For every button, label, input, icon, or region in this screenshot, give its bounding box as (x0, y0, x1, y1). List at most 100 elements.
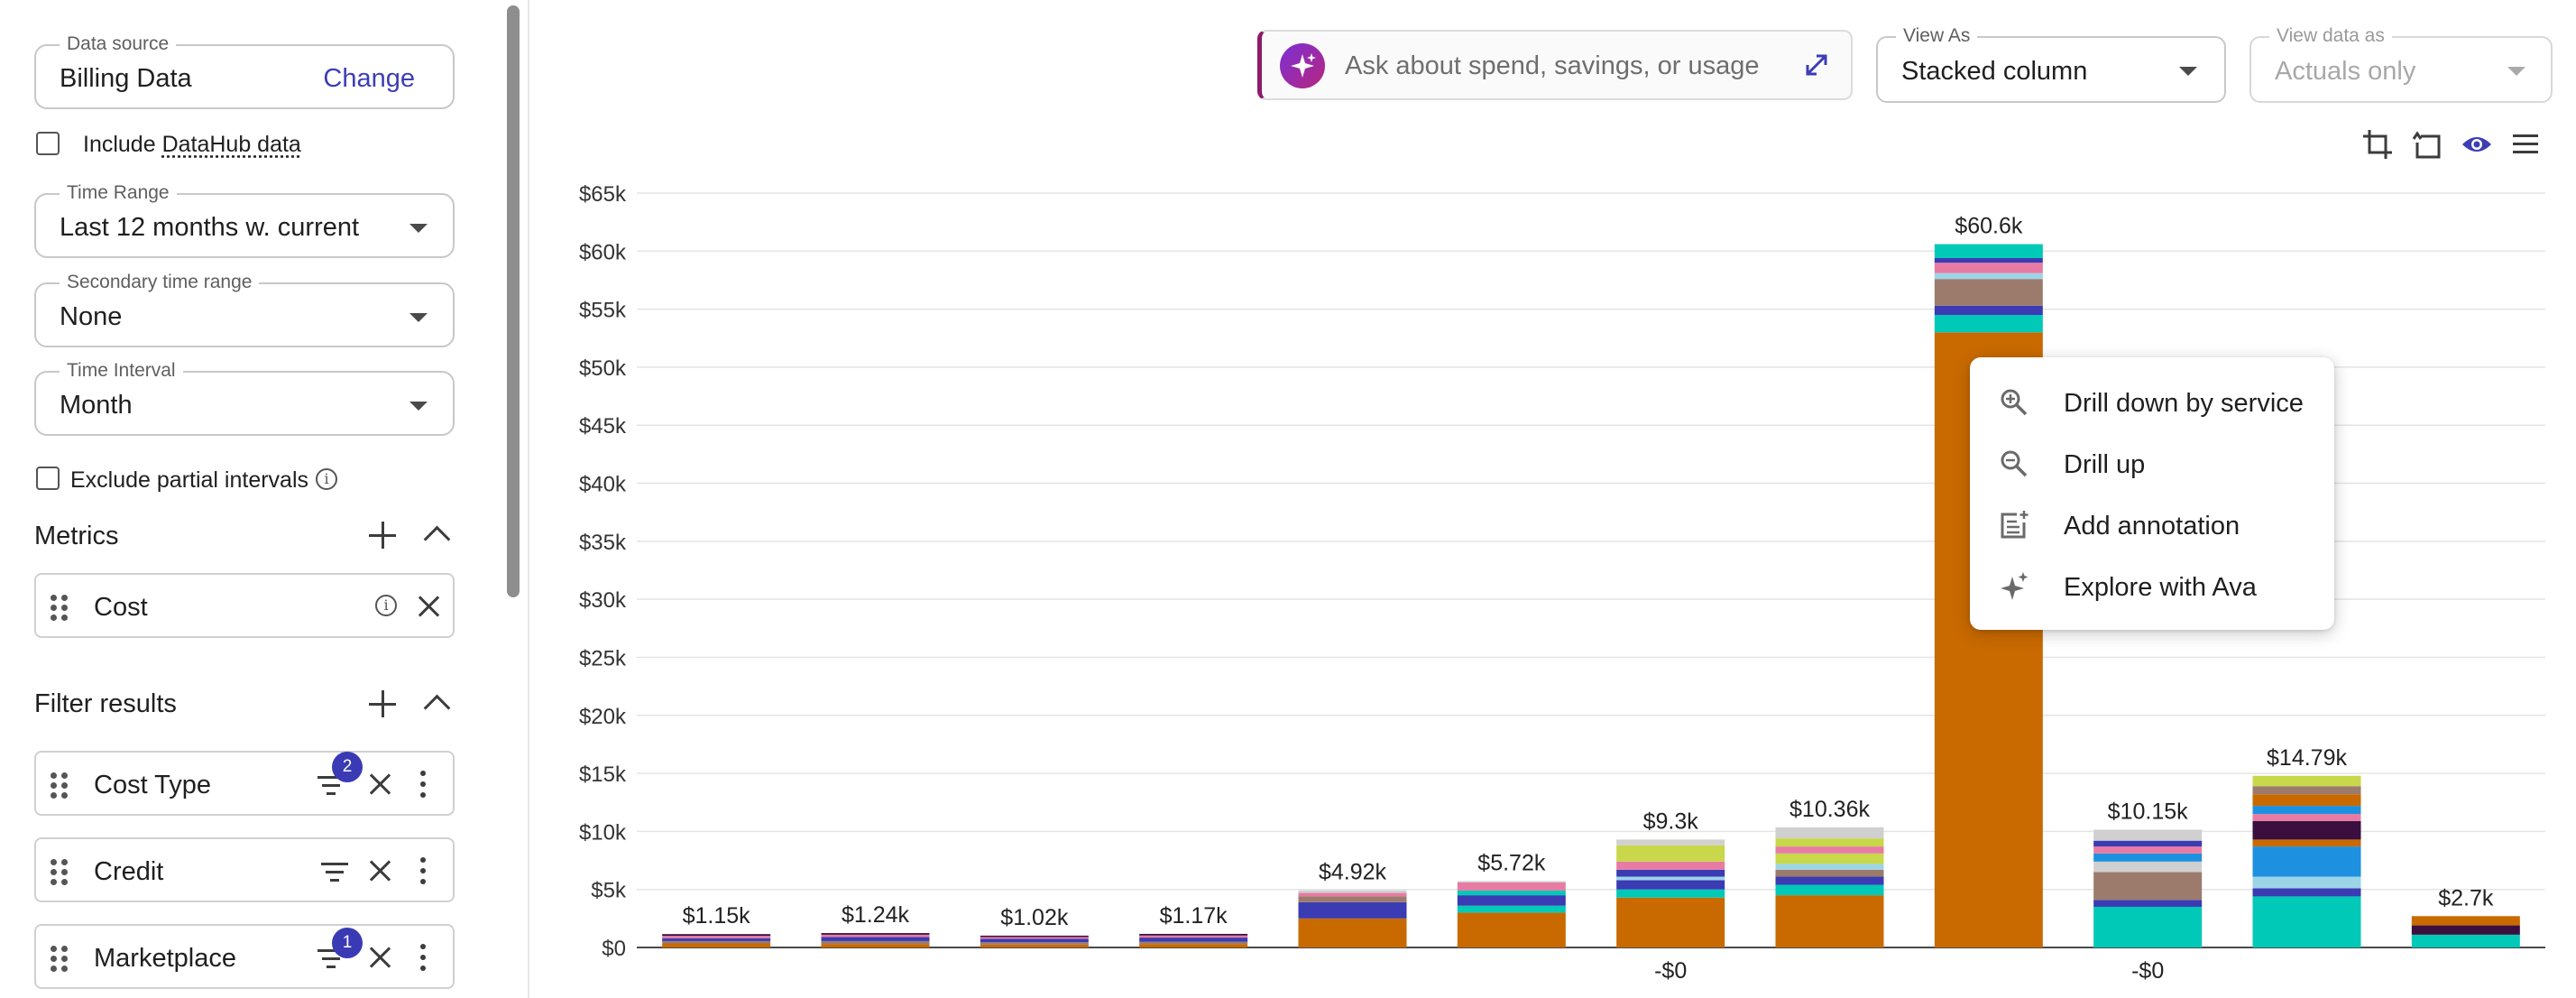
drag-handle-icon[interactable] (51, 595, 69, 622)
bar-segment (1775, 864, 1884, 870)
bar-segment (1298, 892, 1407, 897)
exclude-partial-label: Exclude partial intervals (70, 467, 309, 493)
secondary-time-range-select[interactable]: Secondary time range None (34, 272, 455, 347)
bar-segment (662, 940, 771, 944)
more-options-icon[interactable] (420, 857, 428, 884)
bar-segment (1934, 279, 2043, 306)
y-tick-label: $5k (591, 879, 627, 903)
bar-total-label: $60.6k (1955, 214, 2023, 239)
ava-search-input[interactable]: Ask about spend, savings, or usage (1257, 30, 1853, 100)
bar-segment (980, 942, 1089, 945)
y-tick-label: $20k (579, 705, 627, 729)
bar-segment (2093, 840, 2203, 847)
menu-icon[interactable] (2509, 128, 2542, 161)
menu-item-drill-up[interactable]: Drill up (1970, 432, 2334, 494)
drag-handle-icon[interactable] (51, 772, 69, 799)
include-datahub-checkbox[interactable] (36, 132, 60, 155)
metric-label: Cost (94, 593, 148, 622)
bar-segment (2093, 853, 2203, 862)
change-data-source-button[interactable]: Change (323, 64, 415, 93)
more-options-icon[interactable] (420, 944, 428, 971)
y-tick-label: $40k (579, 473, 627, 497)
chevron-up-icon[interactable] (423, 694, 451, 722)
menu-item-drill-down[interactable]: Drill down by service (1970, 371, 2334, 432)
menu-item-add-annotation[interactable]: Add annotation (1970, 494, 2334, 555)
bar-total-label: $1.15k (683, 903, 751, 929)
bar-segment (1457, 881, 1566, 882)
bar-segment (1616, 861, 1725, 870)
bar-segment (1298, 918, 1407, 947)
reset-zoom-icon[interactable] (2412, 128, 2444, 161)
remove-filter-icon[interactable] (368, 946, 391, 969)
bar-segment (1934, 305, 2043, 316)
bar-segment (2252, 786, 2361, 795)
sidebar: Data source Billing Data Change Include … (0, 0, 505, 998)
bar-segment (2093, 861, 2203, 873)
include-datahub-prefix: Include (83, 132, 162, 157)
bar-total-label: $14.79k (2267, 745, 2347, 771)
bar-segment (980, 935, 1089, 938)
y-tick-label: $35k (579, 531, 627, 555)
zoom-out-icon (1999, 448, 2029, 479)
metric-chip-cost[interactable]: Cost i (34, 573, 455, 638)
more-options-icon[interactable] (420, 771, 428, 798)
expand-icon[interactable] (1803, 51, 1830, 79)
bar-segment (1139, 935, 1248, 938)
bar-segment (1298, 901, 1407, 919)
info-icon[interactable]: i (316, 468, 337, 490)
time-range-value: Last 12 months w. current (60, 213, 360, 242)
bar-segment (1775, 869, 1884, 877)
bar-segment (1457, 895, 1566, 906)
chevron-down-icon (2507, 67, 2525, 76)
bar-segment (980, 938, 1089, 943)
bar-segment (1298, 896, 1407, 902)
remove-filter-icon[interactable] (368, 859, 391, 882)
time-range-select[interactable]: Time Range Last 12 months w. current (34, 182, 455, 258)
view-data-as-select[interactable]: View data as Actuals only (2249, 25, 2553, 103)
filter-icon[interactable] (317, 949, 345, 969)
bar-segment (821, 937, 930, 941)
remove-filter-icon[interactable] (368, 772, 391, 796)
ava-placeholder: Ask about spend, savings, or usage (1345, 51, 1760, 80)
data-source-label: Data source (60, 33, 177, 55)
filter-chip-marketplace[interactable]: Marketplace 1 (34, 924, 455, 989)
sidebar-scrollbar[interactable] (507, 5, 520, 597)
bar-total-label: $1.24k (842, 902, 910, 928)
negative-value-label: -$0 (2131, 958, 2164, 984)
drag-handle-icon[interactable] (51, 946, 69, 973)
context-menu: Drill down by service Drill up Add annot… (1970, 357, 2334, 630)
y-tick-label: $0 (602, 937, 626, 961)
filter-icon[interactable] (317, 776, 345, 796)
y-tick-label: $65k (579, 182, 627, 207)
bar-segment (2411, 925, 2520, 935)
filter-chip-credit[interactable]: Credit (34, 837, 455, 902)
sparkle-icon (1999, 571, 2029, 602)
bar-segment (2252, 820, 2361, 840)
info-icon[interactable]: i (375, 595, 397, 616)
view-as-select[interactable]: View As Stacked column (1876, 25, 2226, 103)
add-filter-icon[interactable] (369, 690, 396, 717)
metrics-title: Metrics (34, 522, 119, 550)
add-metric-icon[interactable] (369, 522, 396, 549)
time-interval-label: Time Interval (60, 360, 183, 382)
view-data-as-value: Actuals only (2275, 57, 2416, 86)
eye-icon[interactable] (2461, 128, 2493, 161)
exclude-partial-checkbox[interactable] (36, 467, 60, 490)
bar-segment (1139, 933, 1248, 936)
chevron-up-icon[interactable] (423, 525, 451, 553)
filter-chip-cost-type[interactable]: Cost Type 2 (34, 751, 455, 816)
bar-segment (1616, 880, 1725, 890)
bar-segment (2252, 775, 2361, 787)
remove-metric-icon[interactable] (417, 595, 440, 618)
bar-segment (1934, 315, 2043, 333)
filter-icon[interactable] (321, 863, 348, 882)
datahub-link[interactable]: DataHub data (161, 132, 301, 157)
time-interval-select[interactable]: Time Interval Month (34, 360, 455, 436)
crop-icon[interactable] (2361, 128, 2394, 161)
drag-handle-icon[interactable] (51, 859, 69, 886)
menu-item-explore-ava[interactable]: Explore with Ava (1970, 555, 2334, 616)
bar-segment (2252, 839, 2361, 847)
bar-segment (1457, 882, 1566, 891)
filter-label: Credit (94, 857, 164, 886)
bar-segment (2252, 794, 2361, 807)
